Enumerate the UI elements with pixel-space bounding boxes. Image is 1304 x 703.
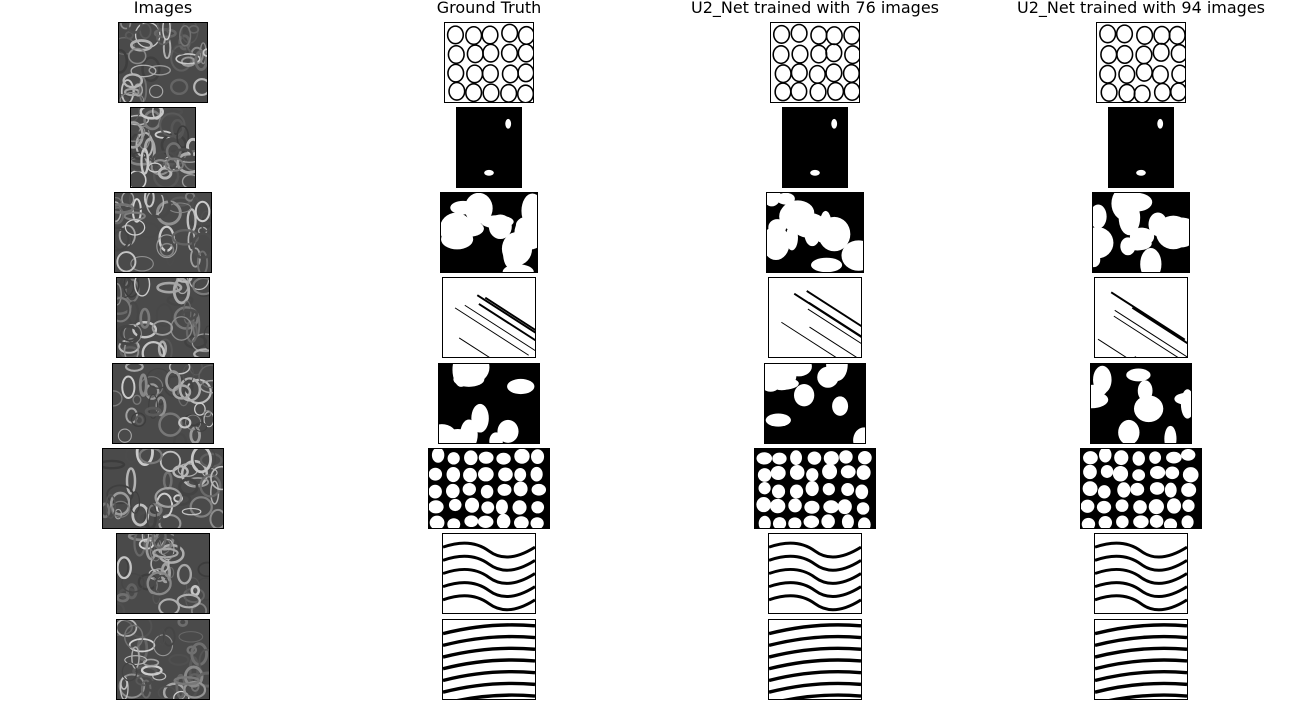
column-title-1: Ground Truth (436, 0, 542, 17)
sem-image-r4-c0 (112, 363, 214, 444)
mask-image-r1-c2 (782, 107, 848, 188)
mask-image-r1-c3 (1108, 107, 1174, 188)
mask-image-r5-c3 (1080, 448, 1202, 529)
mask-image-r6-c3 (1094, 533, 1188, 614)
sem-image-r6-c0 (116, 533, 210, 614)
mask-image-r2-c2 (766, 192, 864, 273)
mask-image-r1-c1 (456, 107, 522, 188)
mask-image-r7-c1 (442, 619, 536, 700)
sem-image-r3-c0 (116, 277, 210, 358)
mask-image-r5-c2 (754, 448, 876, 529)
mask-image-r7-c3 (1094, 619, 1188, 700)
column-title-0: Images (133, 0, 193, 17)
mask-image-r0-c3 (1096, 22, 1186, 103)
mask-image-r2-c3 (1092, 192, 1190, 273)
column-title-3: U2_Net trained with 94 images (1016, 0, 1266, 17)
mask-image-r0-c2 (770, 22, 860, 103)
mask-image-r4-c3 (1090, 363, 1192, 444)
mask-image-r4-c2 (764, 363, 866, 444)
sem-image-r7-c0 (116, 619, 210, 700)
mask-image-r2-c1 (440, 192, 538, 273)
mask-image-r3-c2 (768, 277, 862, 358)
mask-image-r4-c1 (438, 363, 540, 444)
mask-image-r0-c1 (444, 22, 534, 103)
mask-image-r5-c1 (428, 448, 550, 529)
mask-image-r3-c1 (442, 277, 536, 358)
sem-image-r2-c0 (114, 192, 212, 273)
mask-image-r7-c2 (768, 619, 862, 700)
mask-image-r6-c1 (442, 533, 536, 614)
mask-image-r6-c2 (768, 533, 862, 614)
sem-image-r0-c0 (118, 22, 208, 103)
sem-image-r5-c0 (102, 448, 224, 529)
column-title-2: U2_Net trained with 76 images (690, 0, 940, 17)
sem-image-r1-c0 (130, 107, 196, 188)
mask-image-r3-c3 (1094, 277, 1188, 358)
